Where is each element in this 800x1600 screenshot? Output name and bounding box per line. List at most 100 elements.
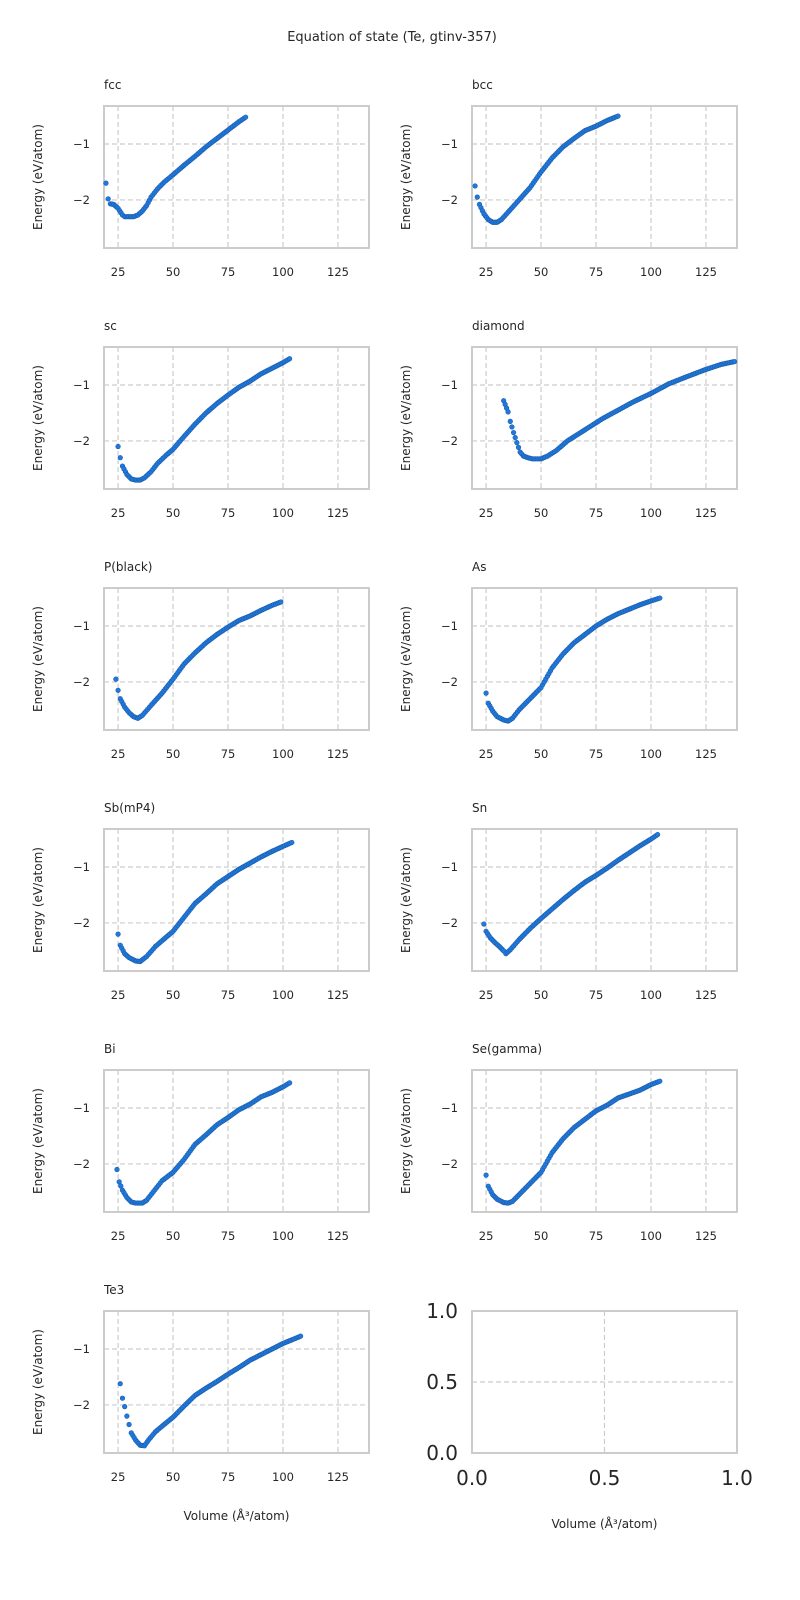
panel-title: Bi: [104, 1042, 116, 1056]
x-tick-label: 100: [272, 988, 294, 1002]
y-axis-label: Energy (eV/atom): [399, 847, 413, 953]
x-tick-label: 50: [534, 988, 549, 1002]
y-tick-label: −1: [73, 1101, 90, 1115]
x-tick-label: 100: [272, 265, 294, 279]
data-series: [481, 831, 661, 957]
panel-title: fcc: [104, 78, 121, 92]
x-tick-label: 125: [695, 1229, 717, 1243]
x-tick-label: 75: [221, 747, 236, 761]
x-tick-label: 50: [166, 747, 181, 761]
x-tick-label: 75: [589, 265, 604, 279]
x-tick-label: 25: [111, 506, 126, 520]
data-point: [512, 434, 518, 441]
x-tick-label: 125: [695, 265, 717, 279]
x-tick-label: 25: [111, 1229, 126, 1243]
panel-diamond: 25 50 75 100 125 −2 −1 diamond Energy (eV/atom): [399, 319, 738, 520]
panel-empty: 0.0 0.5 1.0 0.0 0.5 1.0 Volume (Å³/atom): [426, 1299, 753, 1531]
x-tick-label: 125: [327, 747, 349, 761]
x-tick-label: 100: [272, 506, 294, 520]
data-point: [117, 455, 123, 461]
x-tick-label: 100: [272, 1470, 294, 1484]
data-point: [298, 1333, 304, 1339]
x-tick-label: 25: [111, 988, 126, 1002]
x-tick-label: 75: [589, 506, 604, 520]
panel-p-black-: 25 50 75 100 125 −2 −1 P(black) Energy (eV/atom): [31, 560, 370, 761]
x-tick-label: 1.0: [721, 1466, 753, 1490]
data-point: [117, 1381, 123, 1387]
x-tick-label: 50: [534, 506, 549, 520]
data-point: [122, 1403, 128, 1410]
data-point: [289, 839, 295, 846]
x-tick-label: 50: [166, 988, 181, 1002]
x-tick-label: 125: [327, 1229, 349, 1243]
x-tick-label: 50: [534, 265, 549, 279]
panel-se-gamma-: 25 50 75 100 125 −2 −1 Se(gamma) Energy (eV/atom…: [399, 1042, 738, 1243]
x-tick-label: 50: [166, 1470, 181, 1484]
data-point: [505, 409, 511, 415]
data-series: [103, 114, 249, 220]
data-point: [615, 113, 621, 119]
panel-fcc: 25 50 75 100 125 −2 −1 fcc Energy (eV/atom): [31, 78, 370, 279]
panel-title: Sb(mP4): [104, 801, 155, 815]
panel-title: diamond: [472, 319, 525, 333]
x-axis-label: Volume (Å³/atom): [552, 1516, 658, 1531]
y-axis-label: Energy (eV/atom): [31, 124, 45, 230]
y-tick-label: −2: [73, 434, 90, 448]
x-tick-label: 25: [479, 988, 494, 1002]
y-tick-label: −2: [73, 916, 90, 930]
data-point: [474, 194, 480, 200]
data-series: [117, 1333, 304, 1449]
data-point: [515, 444, 522, 450]
x-tick-label: 125: [327, 506, 349, 520]
plot-frame: [103, 828, 370, 972]
y-axis-label: Energy (eV/atom): [399, 1088, 413, 1194]
x-tick-label: 50: [534, 747, 549, 761]
y-tick-label: −1: [73, 860, 90, 874]
panel-title: Se(gamma): [472, 1042, 542, 1056]
data-point: [510, 429, 517, 436]
x-tick-label: 100: [640, 747, 662, 761]
x-tick-label: 100: [640, 506, 662, 520]
data-point: [509, 424, 515, 430]
y-tick-label: −1: [73, 137, 90, 151]
data-point: [655, 831, 661, 838]
y-tick-label: −1: [441, 619, 458, 633]
x-tick-label: 25: [111, 265, 126, 279]
y-axis-label: Energy (eV/atom): [31, 1329, 45, 1435]
plot-frame: [103, 105, 370, 249]
plot-frame: [471, 587, 738, 731]
plot-frame: [103, 1310, 370, 1454]
x-tick-label: 125: [327, 1470, 349, 1484]
y-tick-label: −2: [73, 193, 90, 207]
x-tick-label: 50: [534, 1229, 549, 1243]
figure-title: Equation of state (Te, gtinv-357): [287, 30, 497, 45]
y-tick-label: −1: [73, 1342, 90, 1356]
panel-title: P(black): [104, 560, 152, 574]
panel-title: bcc: [472, 78, 493, 92]
data-series: [115, 356, 293, 483]
plot-area: [104, 588, 369, 730]
plot-frame: [471, 1069, 738, 1213]
y-tick-label: −2: [441, 675, 458, 689]
data-point: [115, 443, 121, 450]
y-tick-label: −1: [73, 378, 90, 392]
y-tick-label: −2: [441, 916, 458, 930]
data-point: [483, 1172, 489, 1178]
panel-te3: 25 50 75 100 125 −2 −1 Te3 Energy (eV/atom) Volum…: [31, 1283, 370, 1523]
x-tick-label: 75: [221, 1470, 236, 1484]
y-tick-label: −2: [441, 1157, 458, 1171]
plot-frame: [471, 346, 738, 490]
x-axis-label: Volume (Å³/atom): [184, 1508, 290, 1523]
y-tick-label: 0.0: [426, 1441, 458, 1465]
data-point: [115, 931, 121, 937]
data-point: [507, 418, 513, 424]
data-series: [472, 113, 621, 225]
y-tick-label: −1: [73, 619, 90, 633]
data-point: [483, 690, 489, 696]
y-axis-label: Energy (eV/atom): [399, 124, 413, 230]
x-tick-label: 125: [695, 988, 717, 1002]
plot-area: [104, 1311, 369, 1453]
x-tick-label: 125: [327, 988, 349, 1002]
panel-title: Te3: [103, 1283, 124, 1297]
